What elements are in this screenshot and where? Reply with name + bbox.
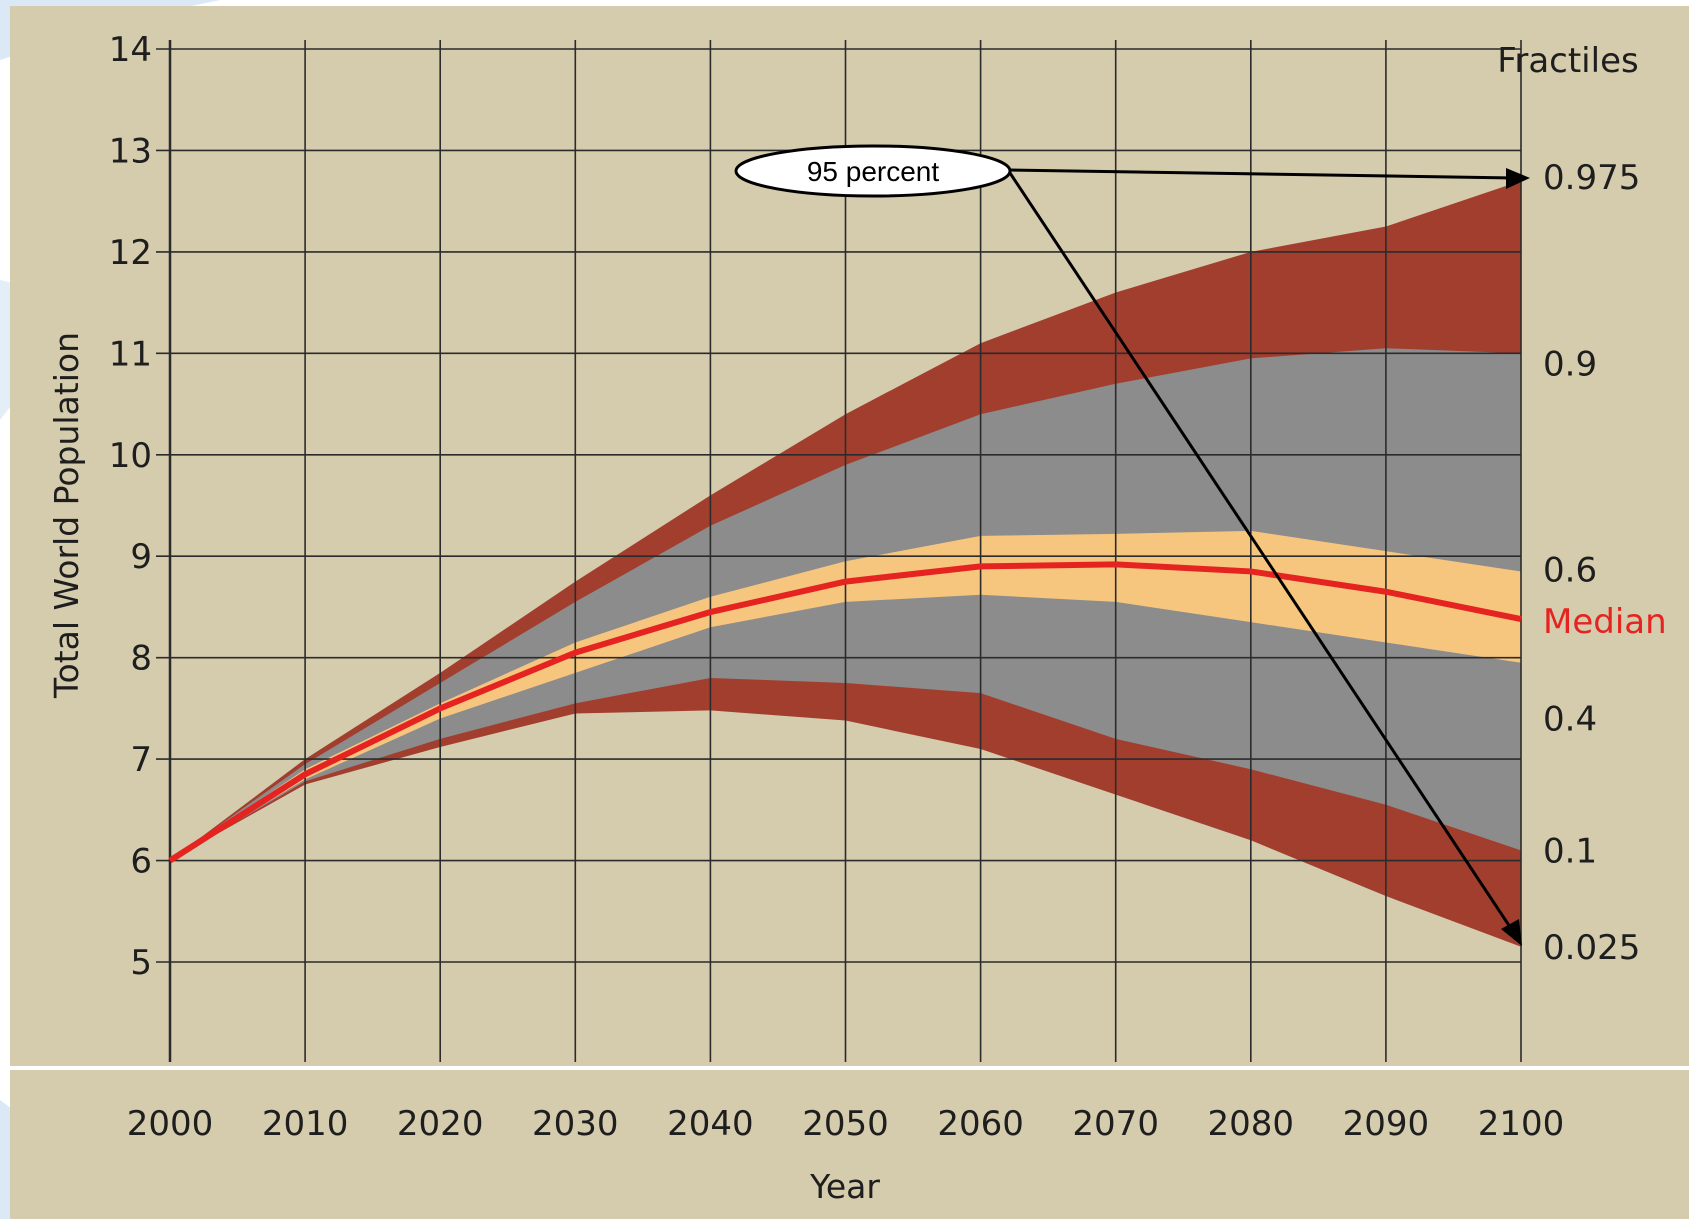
x-tick-label: 2060: [937, 1104, 1024, 1144]
y-tick-label: 10: [109, 436, 152, 476]
median-label: Median: [1543, 602, 1667, 642]
y-tick-label: 7: [130, 740, 152, 780]
median-series: [168, 561, 1522, 864]
x-tick-label: 2000: [127, 1104, 214, 1144]
callout-ellipse: [734, 144, 1012, 198]
fractile-label: 0.1: [1543, 831, 1597, 871]
y-tick-label: 11: [109, 334, 152, 374]
callout-95-percent: 95 percent: [734, 144, 1530, 946]
y-tick-label: 8: [130, 639, 152, 679]
x-axis-title: Year: [809, 1167, 880, 1206]
x-tick-label: 2070: [1072, 1104, 1159, 1144]
fractiles-title: Fractiles: [1497, 41, 1638, 81]
grid-lines: [156, 40, 1522, 1062]
callout-arrow-lower: [1006, 169, 1516, 934]
y-tick-labels: 5 6 7 8 9 10 11 12 13 14: [109, 30, 152, 983]
y-tick-label: 9: [130, 537, 152, 577]
callout-arrow-upper: [1007, 168, 1515, 180]
x-tick-label: 2080: [1208, 1104, 1295, 1144]
y-tick-label: 13: [109, 131, 152, 171]
arrowhead-lower-icon: [1501, 919, 1522, 946]
x-tick-label: 2050: [802, 1104, 889, 1144]
fractile-label: 0.9: [1543, 344, 1597, 384]
callout-label: 95 percent: [807, 156, 940, 187]
x-tick-label: 2100: [1478, 1104, 1565, 1144]
chart-panel-bottom: [10, 1070, 1689, 1219]
median-line: [168, 561, 1522, 864]
fractile-label: 0.975: [1543, 158, 1640, 198]
x-tick-labels: 2000 2010 2020 2030 2040 2050 2060 2070 2080 2090…: [127, 1104, 1565, 1144]
y-tick-label: 14: [109, 30, 152, 70]
fractile-label: 0.6: [1543, 550, 1597, 590]
x-tick-label: 2030: [532, 1104, 619, 1144]
arrowhead-upper-icon: [1506, 168, 1530, 189]
y-axis-title: Total World Population: [47, 332, 86, 699]
x-tick-label: 2090: [1343, 1104, 1430, 1144]
x-tick-label: 2020: [397, 1104, 484, 1144]
x-tick-label: 2010: [262, 1104, 349, 1144]
fractile-labels: 0.975 0.9 0.6 Median 0.4 0.1 0.025: [1543, 158, 1667, 968]
y-tick-label: 12: [109, 233, 152, 273]
x-tick-label: 2040: [667, 1104, 754, 1144]
fractile-label: 0.025: [1543, 928, 1640, 968]
fractile-label: 0.4: [1543, 700, 1597, 740]
y-tick-label: 5: [130, 943, 152, 983]
y-tick-label: 6: [130, 842, 152, 882]
